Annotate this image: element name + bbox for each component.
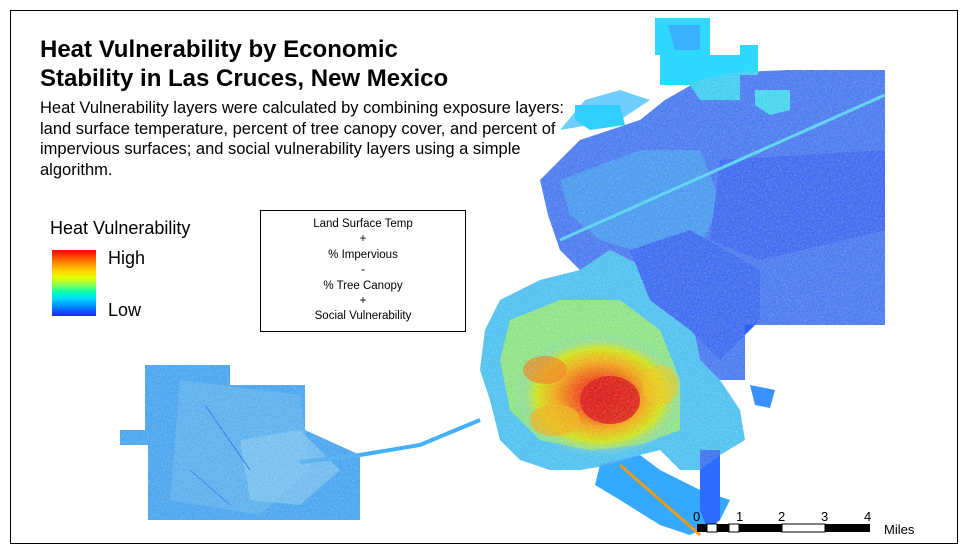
legend-high-label: High <box>108 248 146 268</box>
formula-line: % Impervious <box>328 248 398 261</box>
legend-title: Heat Vulnerability <box>50 218 191 238</box>
formula-line: - <box>361 264 365 277</box>
formula-box: Land Surface Temp + % Impervious - % Tre… <box>260 210 466 332</box>
scale-tick-1: 1 <box>736 509 744 524</box>
title-line-1: Heat Vulnerability by Economic <box>40 36 398 63</box>
formula-line: Land Surface Temp <box>313 218 413 230</box>
legend-color-ramp <box>52 250 96 316</box>
formula-line: Social Vulnerability <box>314 310 412 323</box>
scale-tick-4: 4 <box>864 509 872 524</box>
scale-tick-3: 3 <box>821 509 829 524</box>
title-line-2: Stability in Las Cruces, New Mexico <box>40 65 449 92</box>
scale-tick-0: 0 <box>693 509 701 524</box>
south-extension <box>595 385 775 537</box>
map-title: Heat Vulnerability by Economic Stability… <box>40 35 448 93</box>
scale-bar <box>697 523 870 533</box>
formula-line: + <box>359 233 367 246</box>
scale-unit-label: Miles <box>884 522 915 537</box>
legend-low-label: Low <box>108 300 142 320</box>
formula-line: % Tree Canopy <box>323 279 403 292</box>
formula-line: + <box>359 295 367 308</box>
scale-tick-2: 2 <box>778 509 786 524</box>
map-description: Heat Vulnerability layers were calculate… <box>40 99 564 179</box>
